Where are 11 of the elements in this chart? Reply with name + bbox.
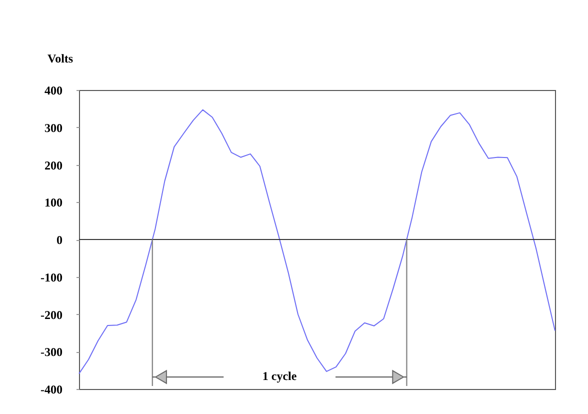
y-tick-label: -300 <box>40 345 62 360</box>
y-tick-label: 300 <box>44 120 62 135</box>
y-axis-title: Volts <box>48 52 74 66</box>
y-tick-label: -400 <box>40 382 62 396</box>
y-tick-label: 100 <box>44 196 62 210</box>
annotation: 1 cycle <box>262 369 298 383</box>
y-tick-label: 400 <box>44 84 62 98</box>
y-tick-label: -100 <box>40 270 62 284</box>
y-tick-label: 200 <box>44 158 62 172</box>
y-tick-label: 0 <box>56 233 62 247</box>
y-tick-label: -200 <box>40 308 62 322</box>
